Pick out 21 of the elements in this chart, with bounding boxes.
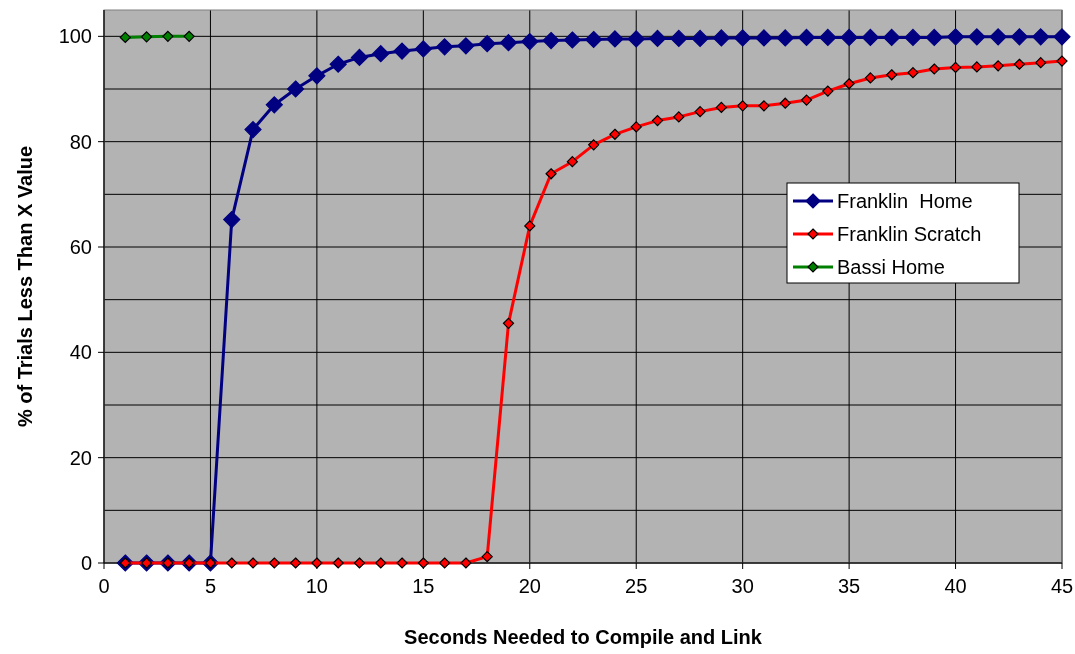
y-axis-title: % of Trials Less Than X Value <box>14 145 36 428</box>
x-tick-label: 20 <box>518 575 541 597</box>
legend-label: Franklin Home <box>837 190 973 212</box>
legend-label: Franklin Scratch <box>837 223 982 245</box>
x-tick-label: 40 <box>944 575 967 597</box>
x-tick-label: 5 <box>204 575 217 597</box>
x-tick-label: 15 <box>412 575 435 597</box>
x-axis-title: Seconds Needed to Compile and Link <box>404 626 763 648</box>
x-tick-label: 35 <box>837 575 861 597</box>
x-tick-label: 30 <box>731 575 754 597</box>
x-tick-label: 25 <box>625 575 648 597</box>
y-tick-label: 0 <box>80 552 92 574</box>
x-tick-label: 0 <box>98 575 110 597</box>
y-tick-label: 100 <box>58 25 92 48</box>
y-tick-label: 40 <box>69 341 92 364</box>
y-tick-label: 80 <box>69 130 92 153</box>
x-tick-label: 45 <box>1050 575 1074 597</box>
legend-label: Bassi Home <box>837 256 945 278</box>
y-tick-label: 60 <box>69 236 92 258</box>
y-tick-label: 20 <box>69 446 92 469</box>
x-tick-label: 10 <box>305 575 329 597</box>
